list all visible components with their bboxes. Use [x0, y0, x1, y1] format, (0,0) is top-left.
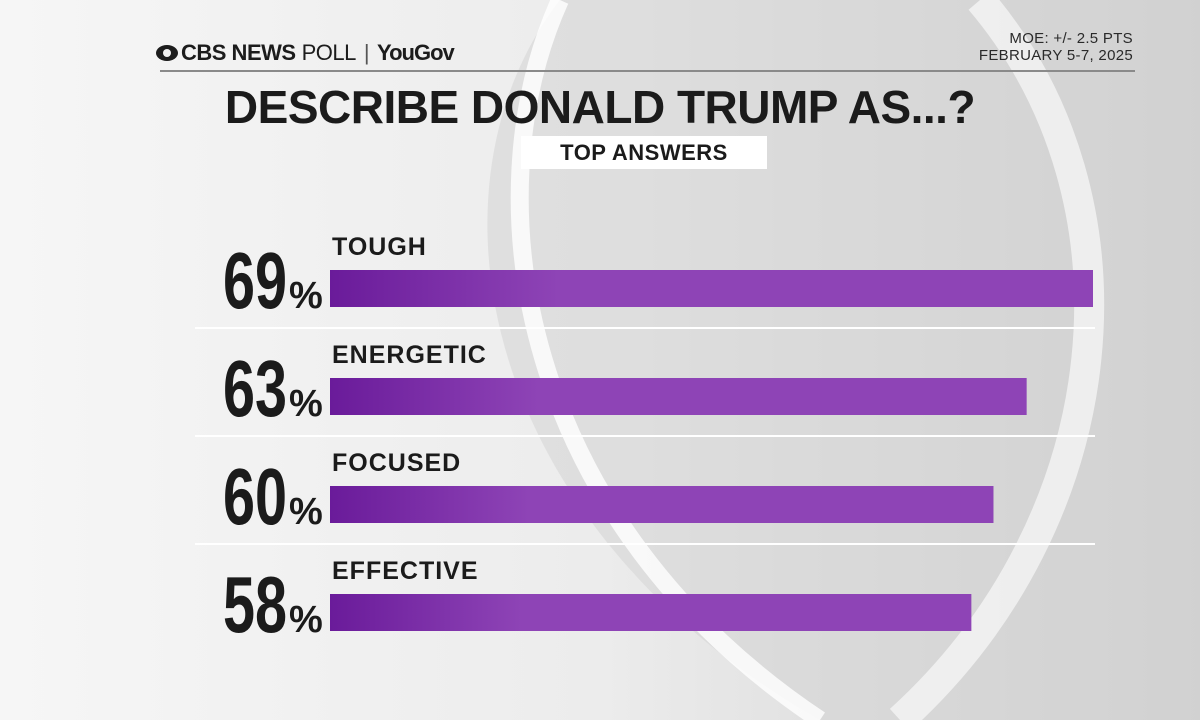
category-label: FOCUSED: [332, 449, 461, 477]
bar: [330, 594, 972, 631]
percent-sign: %: [289, 491, 323, 533]
percent-sign: %: [289, 275, 323, 317]
value-label: 69: [223, 236, 287, 326]
chart-subtitle: TOP ANSWERS: [521, 136, 767, 169]
header-divider: [160, 70, 1135, 72]
chart-title: DESCRIBE DONALD TRUMP AS...?: [224, 81, 976, 133]
cbs-eye-icon: [156, 45, 178, 61]
brand-poll: POLL: [301, 40, 357, 65]
percent-sign: %: [289, 599, 323, 641]
brand-separator: |: [363, 40, 370, 65]
bar: [330, 378, 1027, 415]
poll-date: FEBRUARY 5-7, 2025: [978, 47, 1133, 64]
brand-yougov: YouGov: [377, 40, 455, 65]
value-label: 63: [223, 344, 287, 434]
category-label: ENERGETIC: [332, 341, 487, 369]
header-meta: MOE: +/- 2.5 PTS FEBRUARY 5-7, 2025: [979, 30, 1133, 64]
value-label: 60: [223, 452, 287, 542]
category-label: TOUGH: [332, 233, 427, 261]
bar: [330, 270, 1093, 307]
bar: [330, 486, 994, 523]
header-logo: CBS NEWS POLL | YouGov: [156, 40, 455, 66]
percent-sign: %: [289, 383, 323, 425]
brand-cbs: CBS NEWS: [181, 40, 296, 65]
category-label: EFFECTIVE: [332, 557, 479, 585]
moe-label: MOE: +/- 2.5 PTS: [1009, 30, 1133, 47]
value-label: 58: [223, 560, 287, 650]
